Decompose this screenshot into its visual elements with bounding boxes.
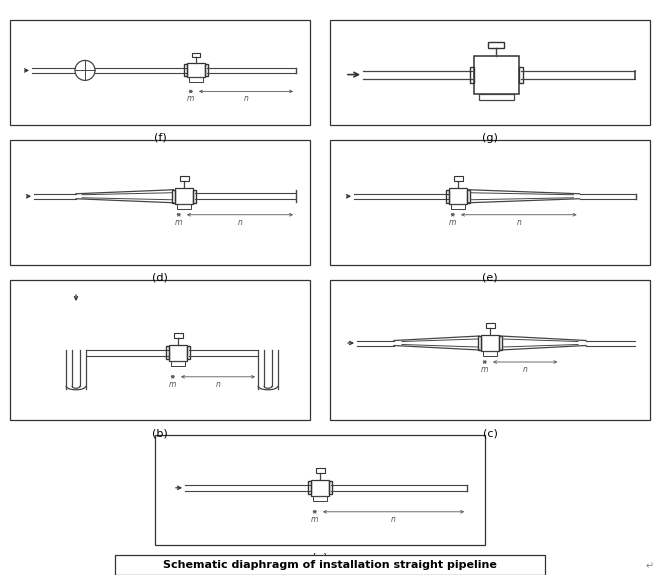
Bar xyxy=(479,94,514,99)
Bar xyxy=(177,204,191,209)
Text: (b): (b) xyxy=(152,428,168,438)
Bar xyxy=(205,64,208,76)
Bar xyxy=(184,64,187,76)
Text: n: n xyxy=(516,218,521,227)
Bar xyxy=(481,335,499,351)
Text: ↵: ↵ xyxy=(646,561,654,571)
Text: n: n xyxy=(391,515,396,524)
Text: m: m xyxy=(187,94,195,103)
Bar xyxy=(166,346,169,359)
Bar xyxy=(329,481,332,494)
Bar xyxy=(467,190,470,203)
Bar xyxy=(330,280,650,420)
Text: (g): (g) xyxy=(482,133,498,143)
Bar xyxy=(175,188,193,204)
Text: n: n xyxy=(215,380,220,389)
Bar xyxy=(451,204,465,209)
Text: n: n xyxy=(237,218,242,227)
Bar xyxy=(192,53,200,58)
Bar xyxy=(330,140,650,265)
Bar xyxy=(173,333,183,338)
Bar xyxy=(10,20,310,125)
Bar xyxy=(499,336,502,350)
Text: m: m xyxy=(481,365,488,374)
Bar xyxy=(115,555,545,575)
Bar xyxy=(155,435,485,545)
Text: m: m xyxy=(449,218,456,227)
Bar xyxy=(488,41,504,48)
Bar xyxy=(193,190,196,203)
Bar xyxy=(483,351,497,356)
Bar xyxy=(171,361,185,366)
Text: n: n xyxy=(243,94,248,103)
Bar xyxy=(470,67,474,83)
Text: m: m xyxy=(169,380,177,389)
Text: Schematic diaphragm of installation straight pipeline: Schematic diaphragm of installation stra… xyxy=(163,560,497,570)
Bar xyxy=(519,67,523,83)
Bar xyxy=(10,140,310,265)
Bar xyxy=(449,188,467,204)
Bar xyxy=(179,177,189,181)
Text: (c): (c) xyxy=(482,428,498,438)
Text: n: n xyxy=(523,365,528,374)
Bar xyxy=(308,481,311,494)
Bar xyxy=(10,280,310,420)
Bar xyxy=(474,56,519,94)
Text: (f): (f) xyxy=(153,133,166,143)
Bar xyxy=(313,496,327,501)
Text: (e): (e) xyxy=(482,273,498,283)
Text: (a): (a) xyxy=(312,553,327,563)
Bar xyxy=(311,480,329,496)
Bar xyxy=(187,346,190,359)
Bar xyxy=(169,345,187,361)
Bar xyxy=(172,190,175,203)
Text: (d): (d) xyxy=(152,273,168,283)
Bar xyxy=(330,20,650,125)
Bar xyxy=(446,190,449,203)
Bar xyxy=(187,63,205,78)
Bar xyxy=(478,336,481,350)
Text: m: m xyxy=(311,515,318,524)
Bar xyxy=(486,323,494,328)
Bar xyxy=(454,177,462,181)
Bar xyxy=(315,468,325,473)
Text: m: m xyxy=(175,218,183,227)
Bar xyxy=(189,78,203,82)
